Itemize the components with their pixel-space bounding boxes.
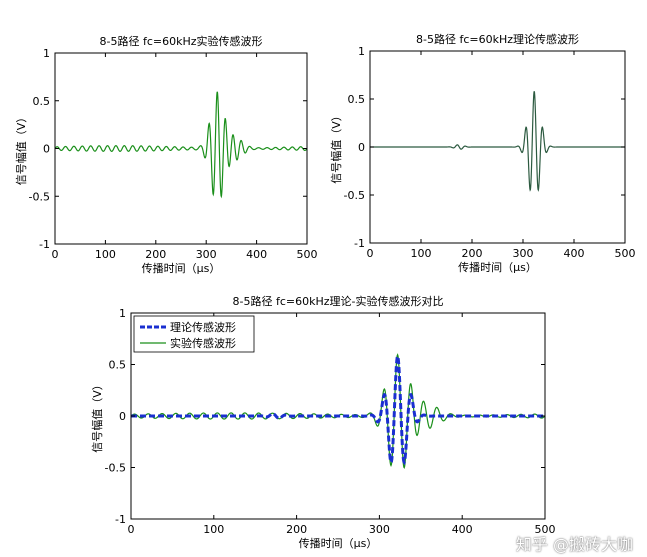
chart-top-left-series [55,91,307,199]
chart-top-left-ytick-label: 1 [43,47,50,60]
chart-bottom-ytick-label: 0.5 [109,359,127,372]
chart-bottom-ytick-label: -1 [115,513,126,526]
chart-bottom-ylabel: 信号幅值（V） [91,379,104,453]
chart-top-right-xtick-label: 300 [513,247,534,260]
chart-bottom-xtick-label: 400 [452,523,473,536]
chart-top-left-series-experiment-line [55,91,307,199]
chart-top-right-ytick-label: 0 [358,141,365,154]
chart-top-right-xtick-label: 0 [367,247,374,260]
chart-top-right-ylabel: 信号幅值（V） [330,110,343,184]
chart-bottom-legend-label-theory: 理论传感波形 [170,320,236,334]
chart-top-left-xtick-label: 300 [196,248,217,261]
chart-top-left-xtick-label: 0 [52,248,59,261]
chart-top-right-xtick-label: 100 [411,247,432,260]
chart-top-right-ytick-label: -1 [354,237,365,250]
chart-bottom-xtick-label: 100 [203,523,224,536]
chart-top-left-xtick-label: 400 [246,248,267,261]
chart-bottom-ytick-label: 0 [119,410,126,423]
watermark: 知乎 @搬砖大咖 [515,535,633,554]
chart-top-left-xtick-label: 100 [95,248,116,261]
chart-top-left-xlabel: 传播时间（μs） [142,261,221,275]
chart-top-right-series-theory-line [370,91,625,192]
chart-bottom-xtick-label: 300 [369,523,390,536]
chart-top-right-title: 8-5路径 fc=60kHz理论传感波形 [416,32,579,46]
chart-top-right-xtick-label: 500 [615,247,636,260]
chart-bottom: 8-5路径 fc=60kHz理论-实验传感波形对比 0 100 200 300 400 50… [91,294,556,550]
chart-bottom-xlabel: 传播时间（μs） [299,536,378,550]
chart-bottom-ytick-label: 1 [119,307,126,320]
chart-top-left-title: 8-5路径 fc=60kHz实验传感波形 [99,34,262,48]
chart-top-right-series [370,91,625,192]
chart-top-right-ytick-label: 1 [358,45,365,58]
chart-top-left-ylabel: 信号幅值（V） [15,112,28,186]
chart-top-right: 8-5路径 fc=60kHz理论传感波形 0 100 200 300 400 500 1 0.5… [330,32,636,274]
chart-bottom-legend-box [133,315,255,353]
chart-bottom-title: 8-5路径 fc=60kHz理论-实验传感波形对比 [233,294,444,308]
chart-top-left-ytick-label: -0.5 [29,190,50,203]
chart-bottom-xtick-label: 200 [286,523,307,536]
chart-top-right-ytick-label: -0.5 [344,189,365,202]
chart-top-left-xtick-label: 500 [297,248,318,261]
chart-bottom-series-experiment-line [131,353,545,470]
chart-top-right-xlabel: 传播时间（μs） [458,260,537,274]
chart-top-right-ytick-label: 0.5 [348,93,366,106]
chart-bottom-series [131,351,545,470]
chart-bottom-ytick-label: -0.5 [105,462,126,475]
chart-bottom-series-theory-line [131,351,545,466]
chart-top-left-ytick-label: 0 [43,143,50,156]
chart-bottom-xtick-label: 0 [128,523,135,536]
chart-top-left-xtick-label: 200 [145,248,166,261]
chart-top-left-ytick-label: 0.5 [33,95,51,108]
chart-top-left: 8-5路径 fc=60kHz实验传感波形 0 100 200 300 400 500 1 0.5… [15,34,318,275]
chart-bottom-legend-label-experiment: 实验传感波形 [170,336,236,350]
chart-top-right-xtick-label: 200 [462,247,483,260]
chart-top-left-ytick-label: -1 [39,238,50,251]
chart-top-right-xtick-label: 400 [564,247,585,260]
chart-bottom-xtick-label: 500 [535,523,556,536]
